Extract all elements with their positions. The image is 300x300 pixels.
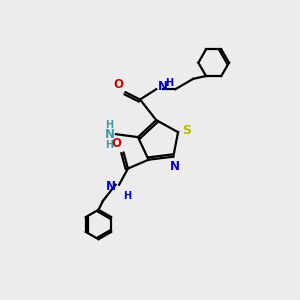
Text: H: H bbox=[106, 120, 114, 130]
Text: N: N bbox=[104, 128, 115, 141]
Text: N: N bbox=[106, 180, 116, 193]
Text: S: S bbox=[182, 124, 191, 137]
Text: H: H bbox=[124, 190, 132, 201]
Text: H: H bbox=[106, 140, 114, 150]
Text: N: N bbox=[158, 80, 168, 93]
Text: N: N bbox=[170, 160, 180, 173]
Text: O: O bbox=[112, 137, 122, 150]
Text: H: H bbox=[165, 78, 173, 88]
Text: O: O bbox=[113, 78, 123, 91]
